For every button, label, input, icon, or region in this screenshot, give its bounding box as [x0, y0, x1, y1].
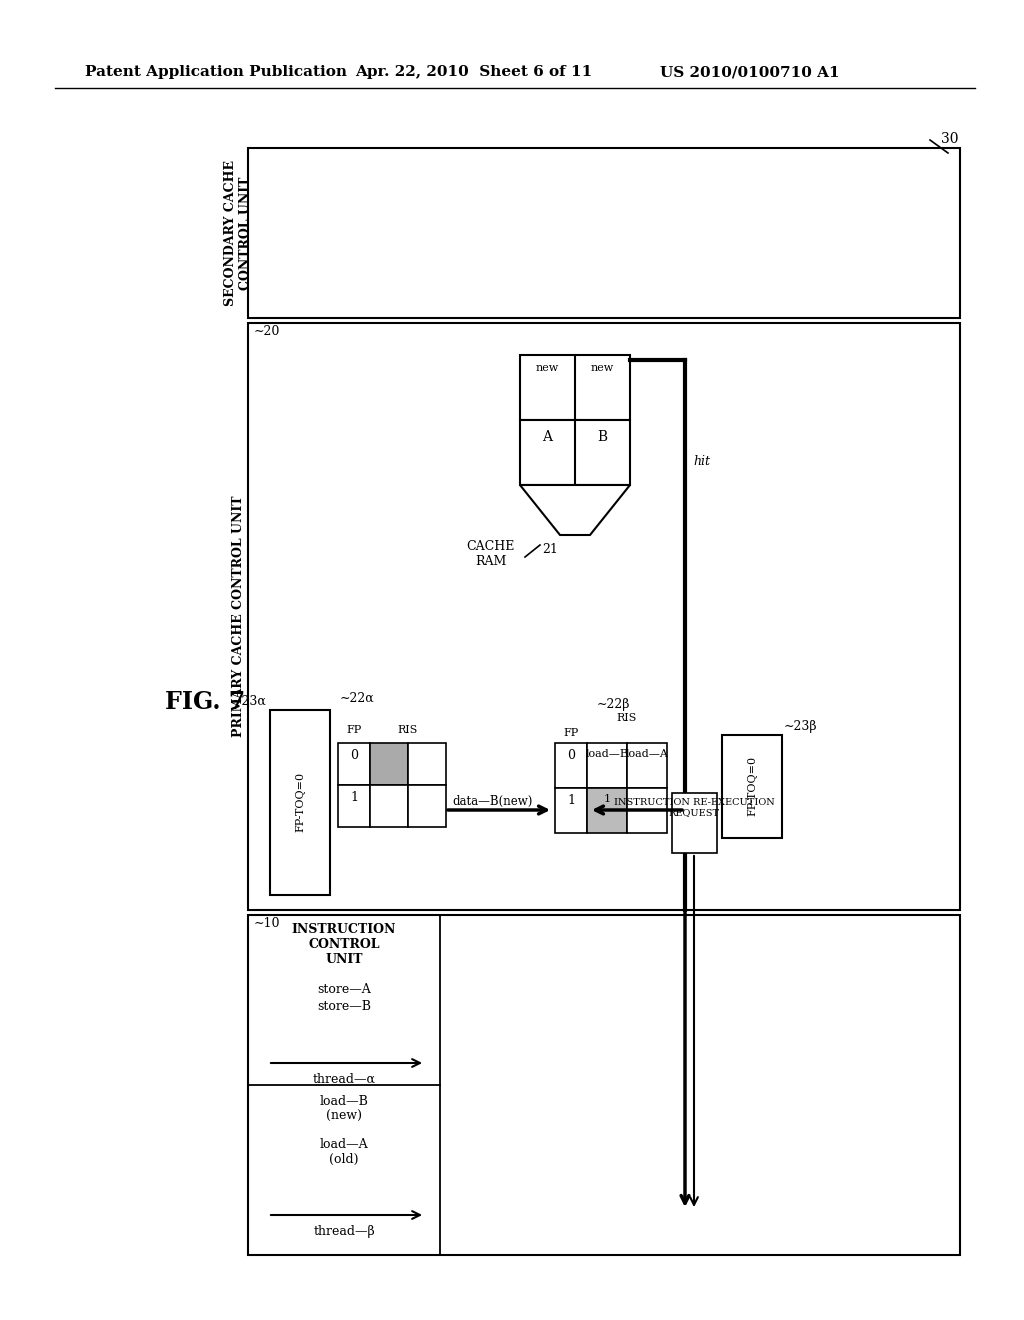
Text: 0: 0: [350, 748, 358, 762]
Bar: [248, 323, 961, 909]
Text: CACHE
RAM: CACHE RAM: [467, 540, 515, 568]
Bar: [338, 743, 370, 785]
Bar: [408, 785, 446, 828]
Bar: [270, 710, 330, 895]
Text: FIG. 7: FIG. 7: [165, 690, 246, 714]
Bar: [408, 743, 446, 785]
Text: store—B: store—B: [317, 1001, 371, 1012]
Bar: [555, 788, 587, 833]
Text: B: B: [597, 430, 607, 444]
Bar: [587, 743, 627, 788]
Bar: [248, 915, 961, 1255]
Text: 30: 30: [940, 132, 958, 147]
Bar: [627, 743, 667, 788]
Bar: [722, 735, 782, 838]
Text: load—B
(new): load—B (new): [319, 1096, 369, 1123]
Text: load—A
(old): load—A (old): [319, 1138, 369, 1166]
Text: Patent Application Publication: Patent Application Publication: [85, 65, 347, 79]
Text: 1: 1: [567, 795, 575, 807]
Text: INSTRUCTION RE-EXECUTION
REQUEST: INSTRUCTION RE-EXECUTION REQUEST: [613, 799, 774, 817]
Bar: [555, 743, 587, 788]
Text: store—A: store—A: [317, 983, 371, 997]
Bar: [370, 785, 408, 828]
Bar: [520, 355, 630, 420]
Text: ∼22α: ∼22α: [340, 692, 375, 705]
Text: new: new: [536, 363, 559, 374]
Text: ∼10: ∼10: [254, 917, 281, 931]
Text: new: new: [591, 363, 613, 374]
Text: ∼22β: ∼22β: [597, 698, 631, 711]
Text: PRIMARY CACHE CONTROL UNIT: PRIMARY CACHE CONTROL UNIT: [231, 495, 245, 737]
Text: FP: FP: [563, 729, 579, 738]
Text: load—A: load—A: [626, 748, 669, 759]
Text: RIS: RIS: [397, 725, 418, 735]
Bar: [248, 148, 961, 318]
Text: 1: 1: [350, 791, 358, 804]
Text: FP-TOQ=0: FP-TOQ=0: [295, 772, 305, 832]
Text: ∼20: ∼20: [254, 325, 281, 338]
Bar: [587, 788, 627, 833]
Bar: [672, 793, 717, 853]
Text: US 2010/0100710 A1: US 2010/0100710 A1: [660, 65, 840, 79]
Text: thread—β: thread—β: [313, 1225, 375, 1238]
Text: data—B(new): data—B(new): [452, 795, 532, 808]
Text: SECONDARY CACHE
CONTROL UNIT: SECONDARY CACHE CONTROL UNIT: [224, 160, 252, 306]
Text: INSTRUCTION
CONTROL
UNIT: INSTRUCTION CONTROL UNIT: [292, 923, 396, 966]
Text: load—B: load—B: [586, 748, 629, 759]
Text: hit: hit: [693, 455, 710, 469]
Text: FP-TOQ=0: FP-TOQ=0: [746, 756, 757, 816]
Text: FP: FP: [346, 725, 361, 735]
Text: A: A: [542, 430, 552, 444]
Bar: [627, 788, 667, 833]
Bar: [338, 785, 370, 828]
Text: thread—α: thread—α: [312, 1073, 376, 1086]
Text: RIS: RIS: [616, 713, 637, 723]
Polygon shape: [520, 484, 630, 535]
Text: ∼23β: ∼23β: [784, 719, 817, 733]
Bar: [370, 743, 408, 785]
Text: ∼23α: ∼23α: [232, 696, 267, 708]
Bar: [520, 420, 630, 484]
Text: Apr. 22, 2010  Sheet 6 of 11: Apr. 22, 2010 Sheet 6 of 11: [355, 65, 592, 79]
Text: 21: 21: [542, 543, 558, 556]
Text: 0: 0: [567, 748, 575, 762]
Text: 1: 1: [603, 795, 610, 804]
